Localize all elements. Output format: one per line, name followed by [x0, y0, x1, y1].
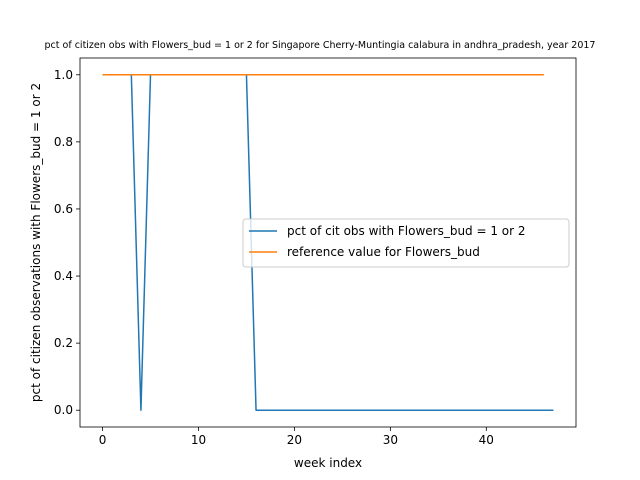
legend-label-reference-value: reference value for Flowers_bud — [287, 245, 480, 259]
x-tick-label: 20 — [287, 433, 302, 447]
legend-label-pct-cit-obs: pct of cit obs with Flowers_bud = 1 or 2 — [287, 224, 526, 238]
series-layer — [102, 74, 554, 411]
x-tick-label: 40 — [479, 433, 494, 447]
y-tick-label: 0.8 — [54, 135, 73, 149]
x-tick-label: 0 — [99, 433, 107, 447]
x-axis-label: week index — [294, 456, 362, 470]
y-tick-label: 1.0 — [54, 68, 73, 82]
y-tick-label: 0.4 — [54, 269, 73, 283]
legend-box — [242, 218, 570, 268]
legend: pct of cit obs with Flowers_bud = 1 or 2… — [242, 218, 570, 268]
x-tick-label: 30 — [383, 433, 398, 447]
y-tick-label: 0.6 — [54, 202, 73, 216]
x-axis-ticks: 0 10 20 30 40 — [99, 427, 494, 447]
plot-area-frame — [79, 57, 577, 428]
chart-title: pct of citizen obs with Flowers_bud = 1 … — [45, 40, 596, 51]
y-tick-label: 0.2 — [54, 336, 73, 350]
y-tick-label: 0.0 — [54, 403, 73, 417]
x-tick-label: 10 — [191, 433, 206, 447]
y-axis-ticks: 0.0 0.2 0.4 0.6 0.8 1.0 — [54, 68, 80, 417]
y-axis-label: pct of citizen observations with Flowers… — [29, 83, 43, 402]
